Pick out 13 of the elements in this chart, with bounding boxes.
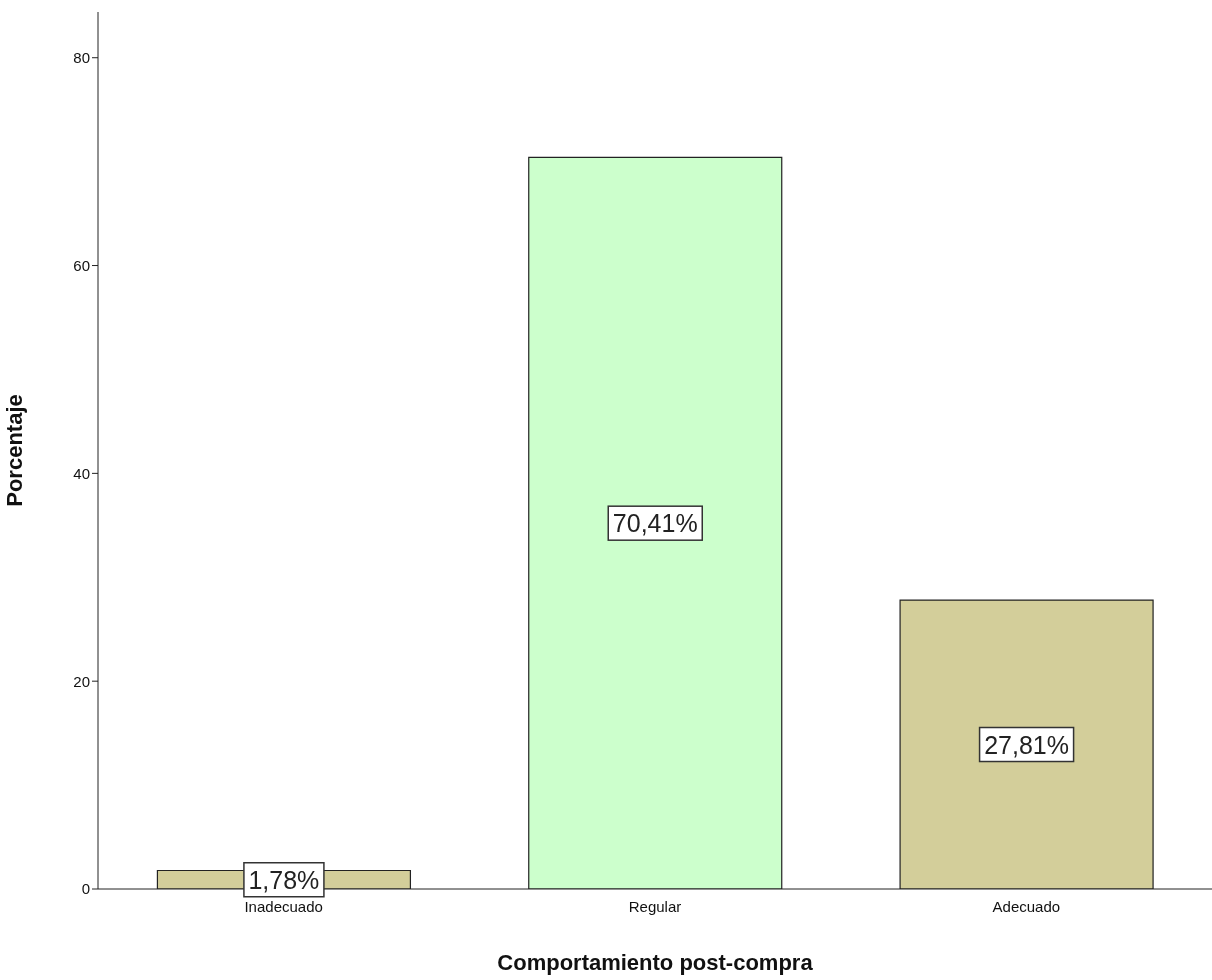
y-tick-label: 80 xyxy=(73,49,90,67)
y-axis-title: Porcentaje xyxy=(1,394,27,507)
data-label: 1,78% xyxy=(248,865,320,894)
x-axis-title: Comportamiento post-compra xyxy=(497,950,814,975)
x-tick-label: Adecuado xyxy=(992,897,1061,915)
y-tick-label: 40 xyxy=(73,464,90,482)
y-tick-label: 20 xyxy=(73,672,90,690)
y-tick-label: 0 xyxy=(81,880,90,898)
x-tick-label: Inadecuado xyxy=(244,897,323,915)
data-label: 27,81% xyxy=(984,730,1069,759)
data-label: 70,41% xyxy=(612,509,698,538)
y-tick-label: 60 xyxy=(73,256,90,274)
x-tick-label: Regular xyxy=(628,897,682,915)
